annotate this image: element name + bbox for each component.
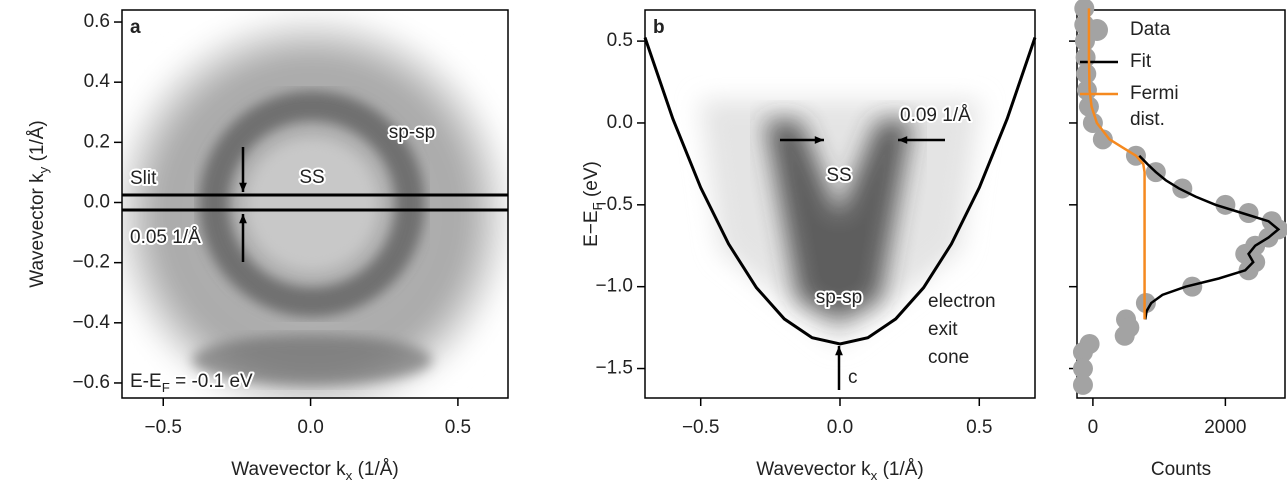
series-line xyxy=(1138,154,1281,320)
y-tick-label: −0.4 xyxy=(72,312,110,333)
annotation: SS xyxy=(299,167,324,188)
annotation: 0.09 1/Å xyxy=(900,105,971,126)
text-part: (1/Å) xyxy=(27,120,48,166)
legend-label: Data xyxy=(1130,19,1171,40)
y-tick-label: −1.5 xyxy=(595,358,633,379)
text-part: x xyxy=(346,468,353,483)
y-tick-label: 0.0 xyxy=(607,112,633,133)
photoemission-map xyxy=(122,10,508,398)
text-part: F xyxy=(162,380,170,395)
y-tick-label: −0.6 xyxy=(72,372,110,393)
text-part: x xyxy=(871,468,878,483)
x-axis-label: Wavevector kx (1/Å) xyxy=(756,459,924,483)
y-tick-label: 0.0 xyxy=(84,192,110,213)
x-tick-label: 0.0 xyxy=(827,417,853,438)
arrow-head xyxy=(814,136,824,144)
y-tick-label: 0.5 xyxy=(607,30,633,51)
text-part: y xyxy=(36,166,51,173)
y-axis-label: E−EF (eV) xyxy=(581,161,605,247)
annotation: SS xyxy=(826,165,851,186)
annotation: 0.05 1/Å xyxy=(130,227,201,248)
legend-word: Fit xyxy=(1130,51,1152,72)
annotation: cone xyxy=(928,347,969,368)
x-tick-label: 0 xyxy=(1088,417,1099,438)
legend-word: Fermi xyxy=(1130,83,1179,104)
x-tick-label: 2000 xyxy=(1204,417,1246,438)
data-point xyxy=(1114,325,1135,346)
data-point xyxy=(1172,178,1193,199)
arrow-head xyxy=(898,136,908,144)
legend-word: dist. xyxy=(1130,109,1165,130)
arrow-head xyxy=(239,214,247,224)
data-point xyxy=(1072,374,1093,395)
text-part: E−E xyxy=(581,210,602,246)
plot-frame xyxy=(121,9,509,399)
text-part: E-E xyxy=(130,371,162,392)
data-point xyxy=(1238,203,1259,224)
annotation: c xyxy=(848,367,858,388)
text-part: = -0.1 eV xyxy=(170,371,253,392)
annotation: exit xyxy=(928,319,958,340)
data-point xyxy=(1076,63,1097,84)
data-point xyxy=(1182,276,1203,297)
arrow-head xyxy=(239,182,247,192)
series-line xyxy=(1087,8,1146,320)
legend-label: Fermi dist. xyxy=(1130,83,1179,130)
y-tick-label: 0.2 xyxy=(84,131,110,152)
y-axis-label: Wavevector ky (1/Å) xyxy=(27,120,51,288)
arrow-head xyxy=(835,346,843,356)
x-tick-label: −0.5 xyxy=(682,417,720,438)
plot-frame xyxy=(1076,9,1286,399)
annotation: sp-sp xyxy=(816,287,862,308)
text-part: Wavevector k xyxy=(27,173,48,288)
data-point xyxy=(1072,342,1093,363)
x-tick-label: 0.5 xyxy=(966,417,992,438)
x-axis-label: Wavevector kx (1/Å) xyxy=(231,459,399,483)
x-tick-label: 0.5 xyxy=(445,417,471,438)
text-part: (eV) xyxy=(581,161,602,202)
annotation: Slit xyxy=(130,168,157,189)
data-point xyxy=(1238,260,1259,281)
text-part: Wavevector k xyxy=(231,459,346,480)
x-tick-label: −0.5 xyxy=(144,417,182,438)
text-part: Wavevector k xyxy=(756,459,871,480)
text-part: (1/Å) xyxy=(877,459,923,480)
panel-label: a xyxy=(130,17,141,38)
dispersion-map xyxy=(700,100,980,345)
y-tick-label: −0.5 xyxy=(595,194,633,215)
data-point xyxy=(1082,112,1103,133)
legend-label: Fit xyxy=(1130,51,1152,72)
data-point xyxy=(1092,129,1113,150)
legend-marker xyxy=(1086,19,1108,41)
annotation: electron xyxy=(928,291,996,312)
y-tick-label: 0.4 xyxy=(84,71,111,92)
panel-label: b xyxy=(653,17,665,38)
text-part: (1/Å) xyxy=(352,459,398,480)
legend-word: Data xyxy=(1130,19,1171,40)
data-point xyxy=(1072,358,1093,379)
y-tick-label: −0.2 xyxy=(72,252,110,273)
y-tick-label: −1.0 xyxy=(595,276,633,297)
text-part: F xyxy=(590,202,605,210)
exit-cone-curve xyxy=(643,37,1037,346)
x-axis-label: Counts xyxy=(1151,459,1211,480)
data-point xyxy=(1135,293,1156,314)
annotation: sp-sp xyxy=(389,122,435,143)
annotation: E-EF = -0.1 eV xyxy=(130,371,253,395)
x-tick-label: 0.0 xyxy=(297,417,323,438)
y-tick-label: 0.6 xyxy=(84,11,110,32)
